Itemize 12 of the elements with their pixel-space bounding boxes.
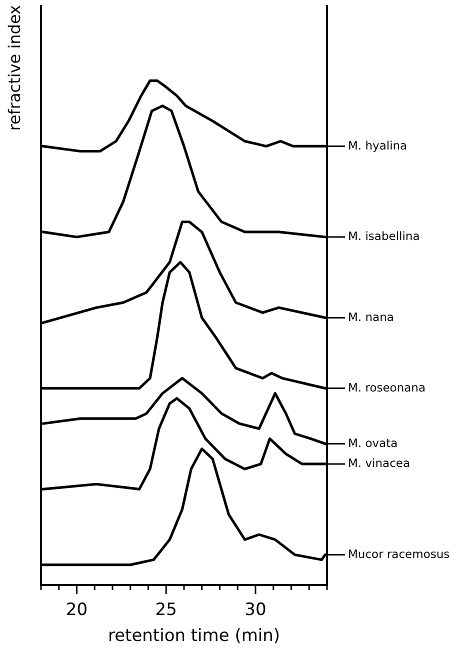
y-axis-title: refractive index xyxy=(5,5,24,131)
legend-label: M. nana xyxy=(348,310,394,324)
x-tick-label: 20 xyxy=(66,600,88,620)
legend-label: M. vinacea xyxy=(348,456,410,470)
legend-label: M. ovata xyxy=(348,436,398,450)
legend-label: M. isabellina xyxy=(348,229,420,244)
legend-label: Mucor racemosus xyxy=(348,546,450,561)
x-tick-label: 25 xyxy=(155,600,177,620)
legend-label: M. hyalina xyxy=(348,138,408,152)
x-axis-title: retention time (min) xyxy=(108,626,280,646)
legend-label: M. roseonana xyxy=(348,380,426,394)
x-tick-label: 30 xyxy=(244,600,266,620)
